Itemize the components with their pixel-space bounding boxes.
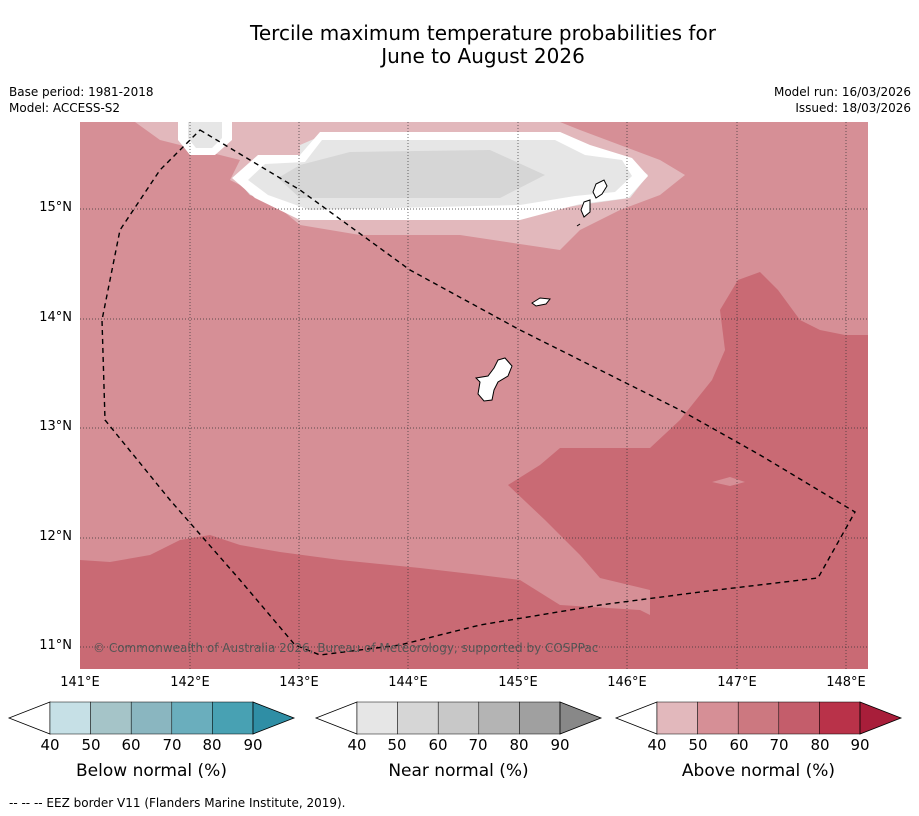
title-line-1: Tercile maximum temperature probabilitie… (250, 21, 716, 45)
cbar-near-segment-60 (437, 701, 480, 735)
meta-right: Model run: 16/03/2026 Issued: 18/03/2026 (774, 84, 911, 116)
island-rota (531, 297, 551, 307)
cbar-below-segment-60 (130, 701, 173, 735)
island-tinian (580, 199, 591, 218)
cbar-below-tick-40: 40 (40, 736, 60, 754)
gridlines (80, 122, 868, 669)
cbar-near-arrow-high (559, 701, 603, 735)
model-name: Model: ACCESS-S2 (9, 101, 121, 115)
meta-left: Base period: 1981-2018 Model: ACCESS-S2 (9, 84, 154, 116)
cbar-below-segment-40 (49, 701, 91, 735)
cbar-near-segment-80 (519, 701, 561, 735)
field-near-50 (278, 150, 545, 198)
lon-label-147: 147°E (717, 675, 757, 690)
lat-label-11: 11°N (39, 638, 72, 653)
cbar-above-tick-90: 90 (850, 736, 870, 754)
cbar-above-tick-70: 70 (769, 736, 789, 754)
lon-label-146: 146°E (607, 675, 647, 690)
lat-label-12: 12°N (39, 529, 72, 544)
cbar-near-arrow-low (314, 701, 358, 735)
base-period: Base period: 1981-2018 (9, 85, 154, 99)
model-run: Model run: 16/03/2026 (773, 85, 911, 99)
island-aguijan (576, 223, 581, 227)
cbar-below-title: Below normal (%) (76, 761, 227, 781)
lon-label-148: 148°E (826, 675, 866, 690)
cbar-below-tick-90: 90 (243, 736, 263, 754)
cbar-below-segment-80 (212, 701, 254, 735)
lon-label-145: 145°E (498, 675, 538, 690)
cbar-above-segment-70 (778, 701, 820, 735)
cbar-above-tick-60: 60 (729, 736, 749, 754)
cbar-above-segment-50 (697, 701, 739, 735)
cbar-below-segment-70 (171, 701, 213, 735)
cbar-near-tick-80: 80 (509, 736, 529, 754)
island-saipan (592, 179, 608, 199)
cbar-near-tick-40: 40 (347, 736, 367, 754)
lon-label-142: 142°E (170, 675, 210, 690)
colorbars (7, 701, 903, 735)
cbar-below-tick-70: 70 (162, 736, 182, 754)
cbar-above-segment-80 (819, 701, 861, 735)
cbar-below-tick-80: 80 (202, 736, 222, 754)
cbar-above-tick-50: 50 (688, 736, 708, 754)
cbar-below-arrow-high (252, 701, 296, 735)
lat-label-15: 15°N (39, 200, 72, 215)
cbar-above-title: Above normal (%) (681, 761, 836, 781)
field-near-40-top (188, 122, 222, 148)
lon-label-143: 143°E (279, 675, 319, 690)
issued-date: Issued: 18/03/2026 (795, 101, 911, 115)
island-guam (474, 357, 513, 402)
cbar-below-tick-60: 60 (121, 736, 141, 754)
cbar-near-tick-50: 50 (387, 736, 407, 754)
cbar-near-segment-40 (356, 701, 398, 735)
cbar-above-tick-80: 80 (810, 736, 830, 754)
map-area (80, 122, 868, 669)
title-line-2: June to August 2026 (381, 44, 585, 68)
lon-label-141: 141°E (60, 675, 100, 690)
copyright-notice: © Commonwealth of Australia 2026, Bureau… (93, 641, 599, 655)
cbar-near-tick-70: 70 (468, 736, 488, 754)
cbar-near-title: Near normal (%) (388, 761, 529, 781)
cbar-above-arrow-high (859, 701, 903, 735)
lat-label-14: 14°N (39, 310, 72, 325)
cbar-below-arrow-low (7, 701, 51, 735)
cbar-near-tick-90: 90 (550, 736, 570, 754)
footnote: -- -- -- EEZ border V11 (Flanders Marine… (9, 796, 346, 810)
lon-label-144: 144°E (388, 675, 428, 690)
cbar-above-arrow-low (614, 701, 658, 735)
cbar-near-segment-70 (478, 701, 520, 735)
cbar-below-segment-50 (90, 701, 132, 735)
eez-border (101, 129, 856, 656)
cbar-above-segment-40 (656, 701, 698, 735)
cbar-above-segment-60 (737, 701, 780, 735)
cbar-below-tick-50: 50 (81, 736, 101, 754)
cbar-near-tick-60: 60 (428, 736, 448, 754)
cbar-above-tick-40: 40 (647, 736, 667, 754)
field-above-60-east (80, 272, 868, 669)
cbar-near-segment-50 (397, 701, 439, 735)
lat-label-13: 13°N (39, 419, 72, 434)
chart-title: Tercile maximum temperature probabilitie… (0, 22, 919, 68)
